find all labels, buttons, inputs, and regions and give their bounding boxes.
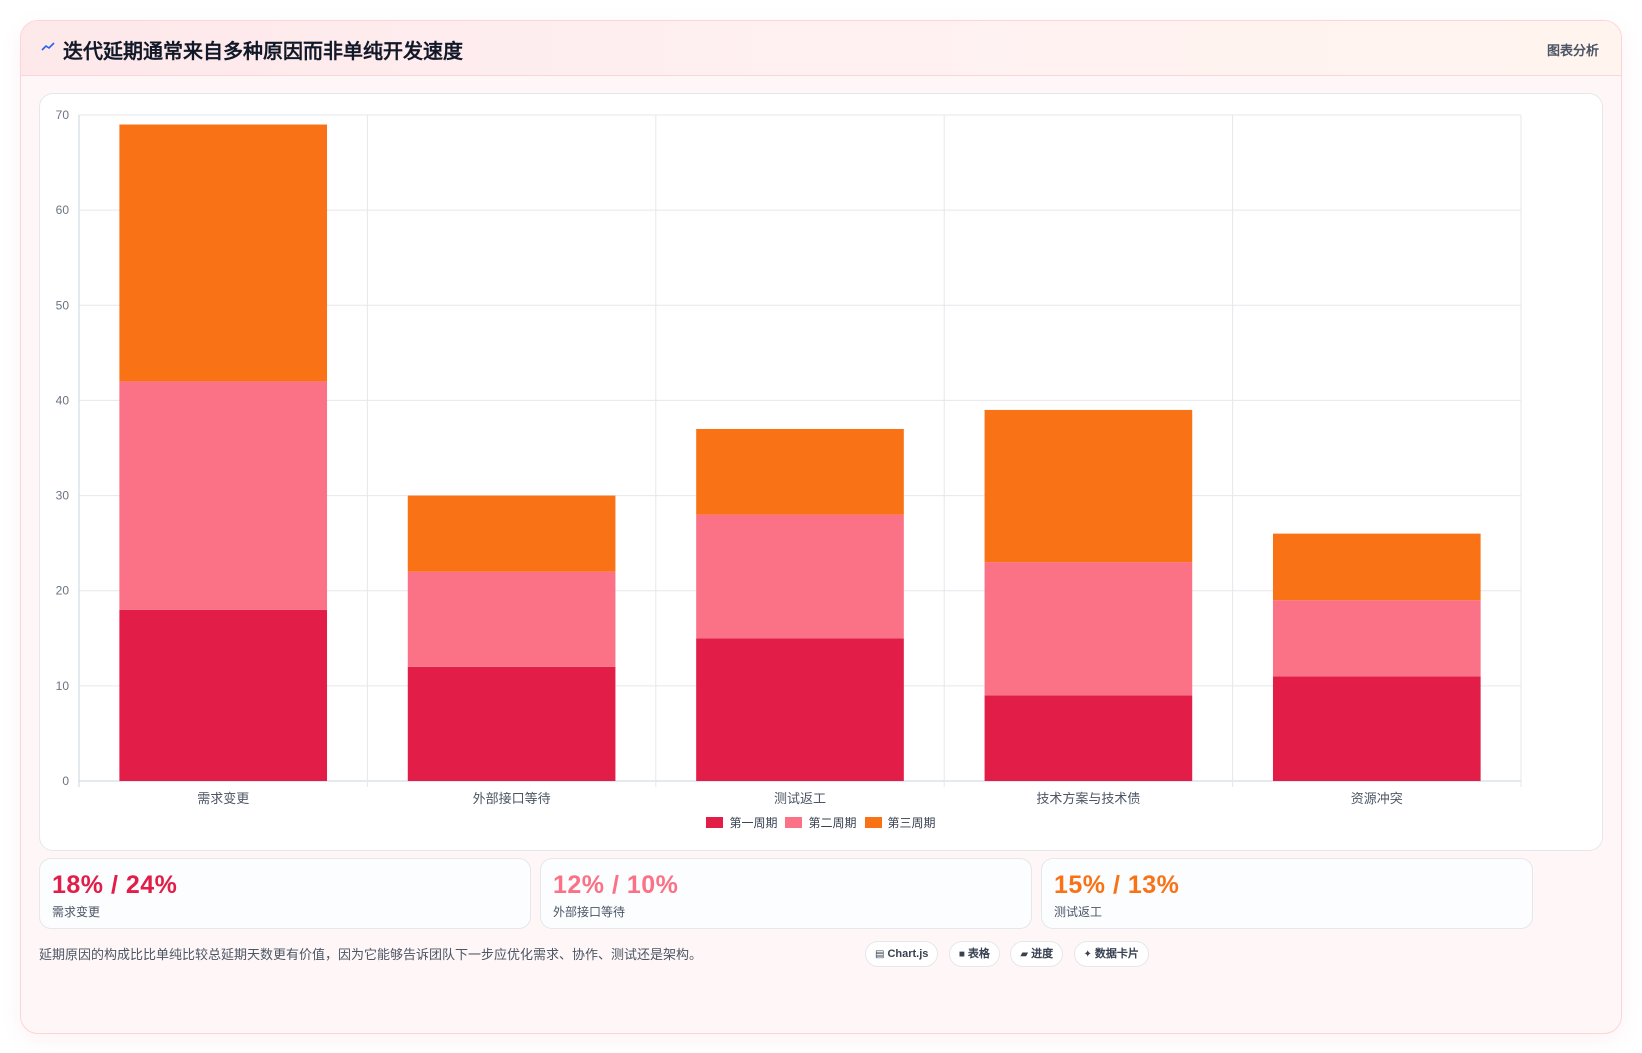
chip-table[interactable]: ■ 表格 — [948, 941, 1000, 967]
chip-data-cards[interactable]: ✦ 数据卡片 — [1073, 941, 1149, 967]
stat-value: 15% / 13% — [1054, 871, 1180, 899]
chart-icon: ▤ — [875, 949, 885, 960]
legend-item[interactable]: 第一周期 — [706, 814, 777, 831]
stat-value: 18% / 24% — [52, 871, 178, 899]
bar-segment — [119, 609, 328, 781]
y-tick-label: 70 — [56, 108, 70, 122]
bar-segment — [407, 666, 616, 781]
stat-label: 外部接口等待 — [553, 905, 626, 919]
x-tick-label: 外部接口等待 — [473, 791, 551, 806]
y-tick-label: 20 — [56, 584, 70, 598]
y-tick-label: 50 — [56, 298, 70, 312]
legend-label: 第一周期 — [729, 816, 778, 830]
x-tick-label: 需求变更 — [197, 791, 249, 806]
chart-panel: 0 10 20 30 40 50 60 70 需求变更 外部接口等待 测试返工 技术方案与技术债 资源冲… — [39, 93, 1603, 851]
stat-card-2: 12% / 10% 外部接口等待 — [540, 858, 1032, 929]
legend-item[interactable]: 第二周期 — [785, 814, 857, 831]
page-title: 迭代延期通常来自多种原因而非单纯开发速度 — [63, 41, 463, 63]
bar-segment — [1272, 600, 1481, 677]
legend-swatch — [706, 817, 724, 828]
stat-label: 测试返工 — [1054, 905, 1103, 919]
stat-card-1: 18% / 24% 需求变更 — [39, 858, 531, 929]
bar-segment — [407, 571, 616, 667]
chart-card: 迭代延期通常来自多种原因而非单纯开发速度 图表分析 0 10 20 30 40 50 60 7… — [20, 20, 1622, 1034]
bar-segment — [119, 381, 328, 610]
chip-label: 数据卡片 — [1094, 948, 1139, 960]
bar-segment — [984, 695, 1193, 781]
legend-swatch — [785, 817, 803, 828]
card-header: 迭代延期通常来自多种原因而非单纯开发速度 图表分析 — [21, 21, 1621, 76]
y-tick-label: 30 — [56, 489, 70, 503]
chart-analysis-tag: 图表分析 — [1546, 43, 1599, 58]
bar-segment — [1272, 676, 1481, 781]
bar-segment — [696, 514, 904, 639]
legend-label: 第三周期 — [887, 816, 936, 830]
chip-label: Chart.js — [887, 948, 929, 960]
stat-card-3: 15% / 13% 测试返工 — [1041, 858, 1533, 929]
stacked-bar-chart: 0 10 20 30 40 50 60 70 需求变更 外部接口等待 测试返工 技术方案与技术债 资源冲… — [56, 108, 1522, 806]
footnote: 延期原因的构成比比单纯比较总延期天数更有价值，因为它能够告诉团队下一步应优化需求… — [39, 947, 703, 962]
bar-segment — [984, 562, 1193, 696]
progress-icon: ▰ — [1020, 949, 1029, 960]
legend-item[interactable]: 第三周期 — [864, 814, 936, 831]
stat-label: 需求变更 — [52, 905, 101, 919]
chip-progress[interactable]: ▰ 进度 — [1010, 941, 1064, 967]
chip-label: 表格 — [967, 948, 990, 960]
tech-chips: ▤ Chart.js ■ 表格 ▰ 进度 ✦ 数据卡片 — [865, 941, 1155, 969]
y-tick-label: 10 — [56, 679, 70, 693]
bar-segment — [407, 495, 616, 572]
x-tick-label: 资源冲突 — [1351, 791, 1403, 806]
table-icon: ■ — [958, 949, 965, 960]
bar-segment — [696, 638, 904, 781]
legend-swatch — [864, 817, 882, 828]
chart-legend: 第一周期 第二周期 第三周期 — [40, 814, 1602, 831]
bar-segment — [1272, 533, 1481, 601]
y-tick-label: 0 — [62, 774, 69, 788]
line-chart-icon — [41, 42, 55, 51]
y-tick-label: 40 — [56, 393, 70, 407]
stat-value: 12% / 10% — [553, 871, 679, 899]
chip-chartjs[interactable]: ▤ Chart.js — [865, 941, 939, 967]
bar-segment — [696, 428, 904, 515]
bar-segment — [119, 124, 328, 382]
sparkle-icon: ✦ — [1083, 949, 1092, 960]
y-tick-label: 60 — [56, 203, 70, 217]
x-tick-label: 技术方案与技术债 — [1036, 791, 1140, 806]
bar-segment — [984, 409, 1193, 563]
legend-label: 第二周期 — [808, 816, 857, 830]
x-tick-label: 测试返工 — [774, 791, 826, 806]
chip-label: 进度 — [1031, 948, 1054, 960]
